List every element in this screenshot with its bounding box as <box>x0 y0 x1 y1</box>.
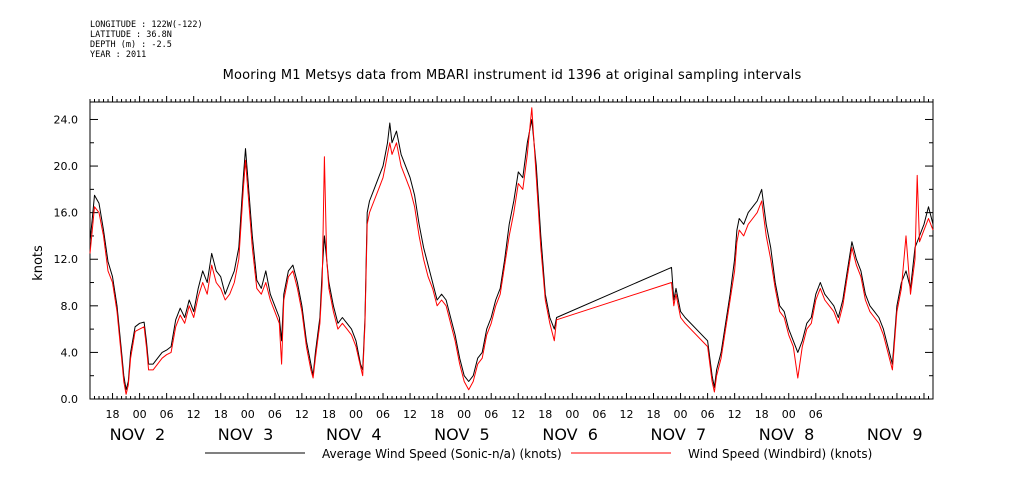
legend: Average Wind Speed (Sonic-n/a) (knots) W… <box>205 447 872 461</box>
x-tick-label: 00 <box>241 408 255 421</box>
x-tick-label: 00 <box>782 408 796 421</box>
y-tick-label: 24.0 <box>54 113 79 126</box>
x-day-label: NOV 3 <box>218 425 274 444</box>
y-tick-label: 8.0 <box>61 300 79 313</box>
x-day-label: NOV 9 <box>867 425 923 444</box>
x-tick-label: 12 <box>511 408 525 421</box>
latitude-label: LATITUDE : 36.8N <box>90 30 172 40</box>
x-tick-label: 18 <box>214 408 228 421</box>
x-tick-label: 06 <box>701 408 715 421</box>
series-lines <box>89 107 934 395</box>
x-day-label: NOV 8 <box>759 425 815 444</box>
metadata-block: LONGITUDE : 122W(-122) LATITUDE : 36.8N … <box>90 20 203 60</box>
series-windbird-wind-speed <box>89 107 934 395</box>
x-tick-label: 00 <box>674 408 688 421</box>
legend-label-black: Average Wind Speed (Sonic-n/a) (knots) <box>322 447 562 461</box>
x-day-label: NOV 2 <box>110 425 166 444</box>
x-tick-label: 06 <box>268 408 282 421</box>
x-tick-label: 00 <box>133 408 147 421</box>
x-tick-label: 06 <box>160 408 174 421</box>
x-tick-label: 06 <box>592 408 606 421</box>
x-tick-label: 00 <box>457 408 471 421</box>
x-day-label: NOV 4 <box>326 425 382 444</box>
x-tick-label: 06 <box>376 408 390 421</box>
x-tick-label: 06 <box>809 408 823 421</box>
x-tick-label: 18 <box>755 408 769 421</box>
y-axis-label: knots <box>31 245 46 281</box>
y-tick-label: 4.0 <box>61 346 79 359</box>
year-label: YEAR : 2011 <box>90 50 147 60</box>
axes: 0.0 4.0 8.0 12.0 16.0 20.0 24.0 18 00 06 12 18 00 06 1… <box>54 96 934 444</box>
x-tick-label: 12 <box>295 408 309 421</box>
x-tick-label: 00 <box>349 408 363 421</box>
series-average-wind-speed <box>89 119 934 391</box>
x-day-label: NOV 7 <box>651 425 707 444</box>
legend-label-red: Wind Speed (Windbird) (knots) <box>688 447 872 461</box>
x-tick-label: 18 <box>322 408 336 421</box>
y-tick-label: 12.0 <box>54 253 79 266</box>
longitude-label: LONGITUDE : 122W(-122) <box>90 20 203 30</box>
x-tick-label: 12 <box>728 408 742 421</box>
x-tick-label: 12 <box>187 408 201 421</box>
x-tick-label: 06 <box>484 408 498 421</box>
depth-label: DEPTH (m) : -2.5 <box>90 40 172 50</box>
x-tick-label: 12 <box>619 408 633 421</box>
y-tick-label: 0.0 <box>61 393 79 406</box>
x-tick-label: 18 <box>647 408 661 421</box>
x-tick-label: 00 <box>565 408 579 421</box>
plot-frame <box>89 101 934 400</box>
y-tick-label: 16.0 <box>54 207 79 220</box>
chart-title: Mooring M1 Metsys data from MBARI instru… <box>222 68 802 83</box>
x-tick-label: 18 <box>430 408 444 421</box>
x-tick-label: 18 <box>106 408 120 421</box>
x-tick-label: 18 <box>538 408 552 421</box>
x-day-label: NOV 6 <box>542 425 598 444</box>
y-tick-label: 20.0 <box>54 160 79 173</box>
x-day-label: NOV 5 <box>434 425 490 444</box>
x-tick-label: 12 <box>403 408 417 421</box>
